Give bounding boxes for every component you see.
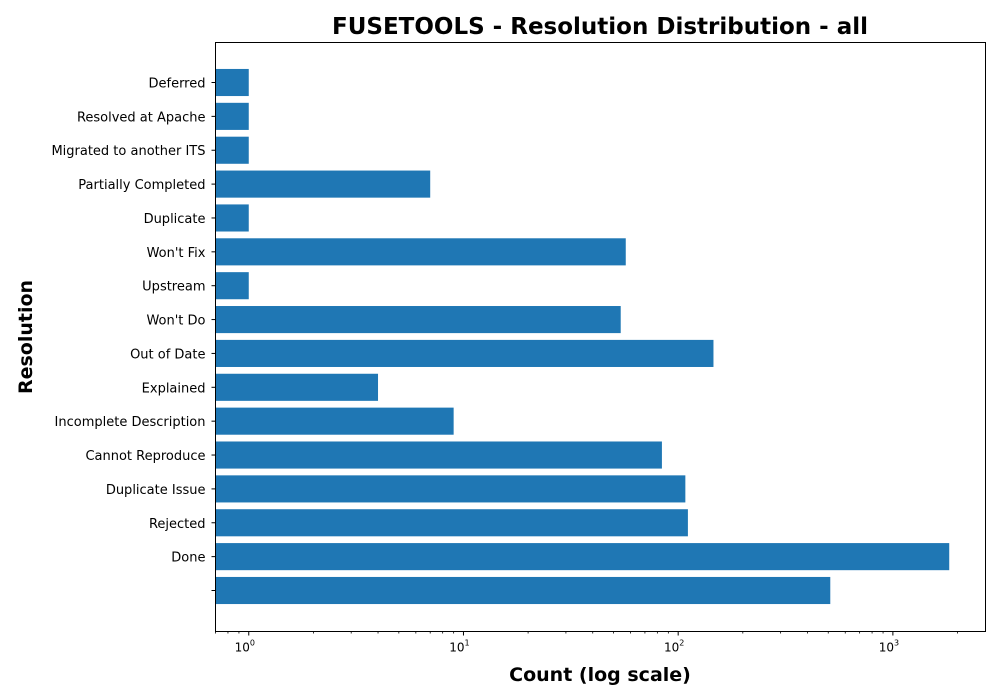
bar-4 (215, 441, 662, 469)
bar-11 (215, 204, 249, 232)
bar-0 (215, 576, 831, 605)
y-tick-label-6: Explained (142, 381, 206, 396)
y-tick-label-10: Won't Fix (147, 246, 206, 261)
chart-title: FUSETOOLS - Resolution Distribution - al… (332, 14, 868, 40)
y-tick-label-8: Won't Do (146, 314, 205, 329)
x-tick-label-1: 101 (449, 639, 469, 655)
y-tick-label-1: Done (171, 551, 205, 566)
x-ticks-group: 100 101 102 103 (215, 631, 958, 655)
bar-3 (215, 475, 686, 503)
y-tick-label-4: Cannot Reproduce (85, 449, 205, 464)
bar-1 (215, 543, 950, 571)
y-tick-label-12: Partially Completed (78, 178, 205, 193)
plot-frame (215, 42, 986, 632)
bar-8 (215, 306, 621, 334)
y-tick-label-11: Duplicate (144, 212, 206, 227)
y-tick-label-2: Rejected (149, 517, 206, 532)
y-tick-label-7: Out of Date (130, 347, 205, 362)
x-axis-label: Count (log scale) (509, 664, 691, 686)
bar-13 (215, 136, 249, 164)
bar-5 (215, 407, 454, 435)
bar-2 (215, 509, 688, 537)
y-tick-label-15: Deferred (148, 77, 205, 92)
y-tick-label-14: Resolved at Apache (77, 110, 206, 125)
x-tick-label-2: 102 (664, 639, 684, 655)
bar-10 (215, 238, 626, 266)
bar-9 (215, 272, 249, 300)
y-tick-label-9: Upstream (142, 280, 205, 295)
x-tick-label-0: 100 (235, 639, 255, 655)
bar-15 (215, 68, 249, 97)
bar-12 (215, 170, 431, 198)
y-tick-label-5: Incomplete Description (55, 415, 206, 430)
bar-6 (215, 373, 379, 401)
bar-14 (215, 102, 249, 130)
y-ticks-group: Done Rejected Duplicate Issue Cannot Reprod… (51, 77, 216, 591)
y-tick-label-13: Migrated to another ITS (51, 144, 205, 159)
bars-group (215, 68, 950, 605)
bar-7 (215, 339, 714, 367)
y-axis-label: Resolution (15, 280, 37, 394)
x-tick-label-3: 103 (879, 639, 899, 655)
y-tick-label-3: Duplicate Issue (106, 483, 206, 498)
